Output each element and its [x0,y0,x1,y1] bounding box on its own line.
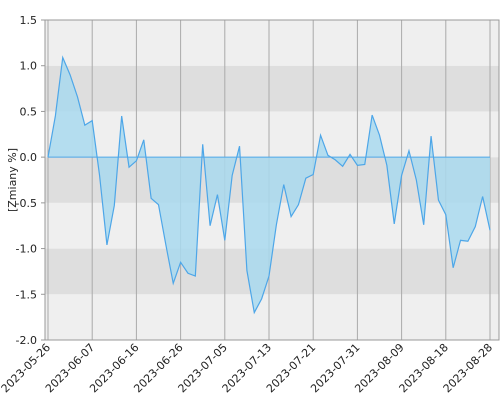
y-tick-label: -0.5 [16,197,37,210]
y-tick-label: -2.0 [16,334,37,347]
y-tick-label: 0.5 [20,105,38,118]
y-tick-label: 1.0 [20,60,38,73]
line [47,55,491,315]
y-axis-label: [Zmiany %] [6,148,19,212]
plot-frame [44,19,500,341]
y-tick-label: 1.5 [20,14,38,27]
y-tick-label: 0.0 [20,151,38,164]
grid-band [45,294,499,340]
grid-band [45,65,499,112]
grid-band [45,20,499,66]
y-tick-label: -1.0 [16,243,37,256]
y-tick-label: -1.5 [16,288,37,301]
area [48,57,490,313]
